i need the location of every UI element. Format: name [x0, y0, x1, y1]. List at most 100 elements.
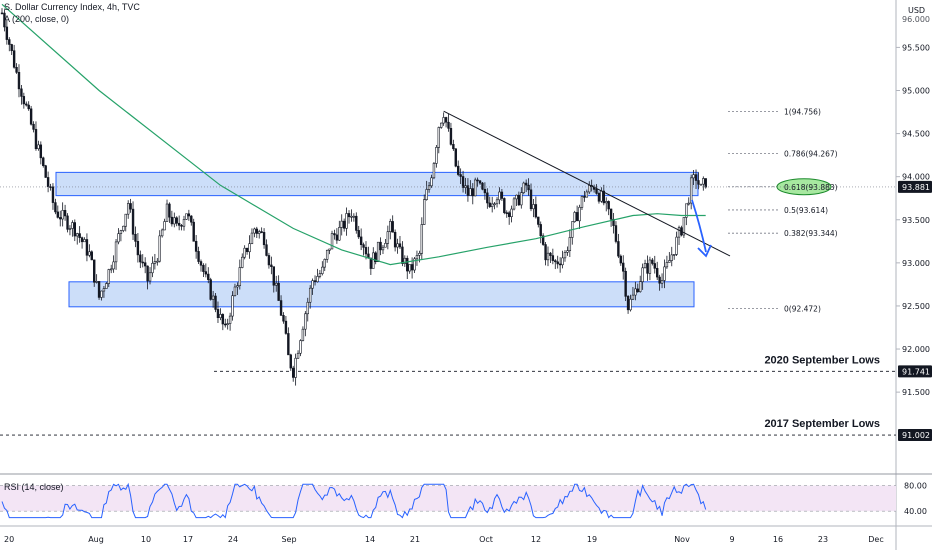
candle-body [318, 273, 322, 277]
x-tick-label: 16 [773, 535, 783, 544]
candle-body [403, 257, 407, 264]
candle-body [372, 252, 375, 269]
x-tick-label: 9 [729, 535, 734, 544]
downtrend-line[interactable] [443, 110, 731, 257]
price-tag [898, 429, 932, 442]
candle-body [466, 185, 470, 196]
candle-body [122, 225, 125, 231]
candle-body [146, 265, 149, 282]
candle-body [444, 117, 448, 123]
candle-body [253, 228, 256, 234]
candle-body [182, 219, 186, 227]
candle-body [156, 260, 159, 263]
candle-body [478, 180, 482, 184]
candle-body [170, 216, 174, 225]
candle-body [364, 247, 368, 255]
candle-body [457, 165, 460, 175]
candle-body [347, 213, 351, 218]
candle-body [187, 213, 191, 217]
candle-body [384, 243, 387, 248]
candle-body [357, 230, 360, 238]
candle-body [660, 280, 664, 284]
candle-body [289, 354, 292, 369]
candle-body [704, 178, 707, 188]
candle-body [488, 202, 491, 207]
candle-body [95, 281, 98, 283]
candle-body [250, 232, 254, 244]
candle-body [175, 217, 178, 224]
time-axis[interactable]: 20 Aug 10 17 24 Sep 14 21 Oct 12 19 Nov 9 16 23 Dec [4, 535, 884, 544]
candles-layer [0, 8, 707, 386]
candle-body [112, 261, 115, 270]
candle-body [607, 201, 610, 210]
candle-body [194, 240, 198, 252]
y-tick-label: 94.000 [902, 173, 930, 182]
candle-body [541, 235, 545, 245]
candle-body [340, 220, 343, 228]
candle-body [90, 251, 93, 261]
candle-body [12, 50, 16, 68]
x-tick-label: 24 [228, 535, 238, 544]
candle-body [537, 216, 540, 225]
candle-body [260, 231, 263, 233]
candle-body [423, 199, 426, 225]
candle-body [694, 174, 698, 181]
horizontal-levels-layer [0, 186, 896, 436]
candle-body [207, 273, 210, 280]
candle-body [241, 256, 244, 268]
candle-body [29, 108, 33, 125]
candle-body [391, 221, 394, 233]
candle-body [641, 267, 644, 282]
candle-body [233, 286, 237, 297]
candle-body [15, 67, 18, 73]
price-tag [898, 180, 932, 193]
candle-body [114, 241, 118, 263]
candle-body [321, 266, 324, 274]
candle-body [168, 203, 171, 218]
candle-body [675, 236, 678, 255]
candle-body [401, 246, 404, 264]
candle-body [668, 260, 671, 263]
candle-body [449, 128, 453, 145]
fib-label: 0(92.472) [784, 304, 821, 313]
candle-body [498, 191, 501, 201]
candle-body [328, 248, 331, 251]
candle-body [699, 183, 703, 186]
candle-body [406, 257, 409, 272]
price-tags-layer: 93.881 91.741 91.002 [898, 180, 932, 442]
rsi-line [1, 482, 707, 519]
candle-body [626, 296, 630, 311]
candle-body [308, 287, 312, 303]
candle-body [46, 177, 50, 187]
y-tick-label: 93.000 [902, 259, 930, 268]
candle-body [558, 263, 562, 266]
y-tick-label: 91.500 [902, 388, 930, 397]
x-tick-label: 23 [818, 535, 828, 544]
candle-body [507, 212, 511, 217]
candle-body [461, 176, 465, 188]
candle-body [515, 194, 518, 200]
rsi-axis: 80.00 40.00 [904, 482, 927, 517]
candle-body [440, 122, 443, 128]
candle-body [527, 184, 530, 191]
price-tag [898, 365, 932, 378]
x-tick-label: Oct [479, 535, 493, 544]
candle-body [486, 192, 489, 204]
candle-body [330, 233, 334, 250]
candle-body [59, 217, 62, 220]
candle-body [192, 221, 195, 242]
candle-body [520, 192, 523, 206]
candle-body [44, 165, 47, 178]
candle-body [631, 294, 635, 300]
candle-body [163, 221, 166, 231]
candle-body [639, 281, 642, 293]
candle-body [350, 215, 353, 218]
candle-body [296, 352, 300, 359]
x-tick-label: Aug [88, 535, 104, 544]
candle-body [136, 241, 140, 256]
candle-body [143, 262, 147, 267]
support-zone[interactable] [68, 281, 695, 308]
candle-body [493, 203, 496, 206]
